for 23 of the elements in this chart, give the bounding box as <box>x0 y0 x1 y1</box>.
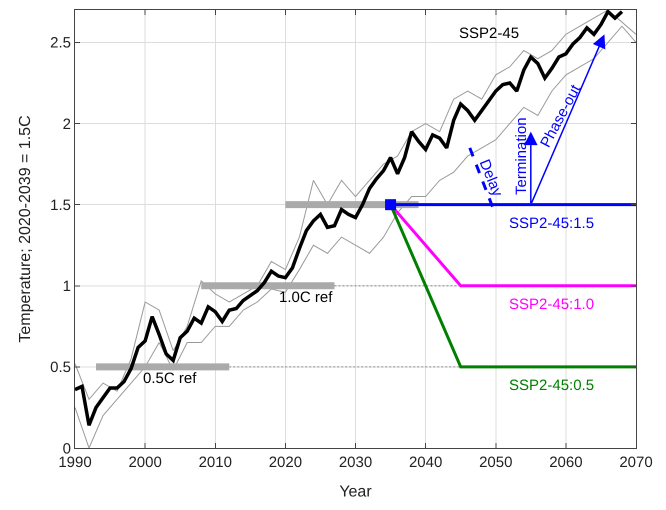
x-tick-label: 2000 <box>128 454 162 471</box>
series-label: SSP2-45 <box>459 25 520 42</box>
annotation: Delay <box>476 157 506 200</box>
x-tick-label: 2070 <box>619 454 653 471</box>
annotation: 1.0C ref <box>279 289 334 306</box>
annotation: Termination <box>512 117 530 195</box>
x-tick-label: 2010 <box>198 454 232 471</box>
series-label: SSP2-45:0.5 <box>509 377 594 394</box>
series-label: SSP2-45:1.5 <box>509 215 594 232</box>
y-tick-label: 1.5 <box>50 196 71 214</box>
annotation: 0.5C ref <box>143 370 198 387</box>
y-tick-label: 2.5 <box>50 34 71 52</box>
series-label: SSP2-45:1.0 <box>509 296 594 313</box>
x-tick-label: 2030 <box>338 454 372 471</box>
y-axis-title: Temperature; 2020-2039 = 1.5C <box>17 115 34 343</box>
x-tick-label: 2040 <box>408 454 442 471</box>
y-tick-label: 0.5 <box>50 359 71 376</box>
x-tick-label: 2050 <box>479 454 512 471</box>
y-tick-label: 2 <box>62 116 71 133</box>
y-tick-label: 1 <box>62 278 71 296</box>
x-axis-title: Year <box>339 484 372 501</box>
x-tick-label: 2060 <box>549 454 583 471</box>
x-tick-label: 2020 <box>268 454 302 471</box>
